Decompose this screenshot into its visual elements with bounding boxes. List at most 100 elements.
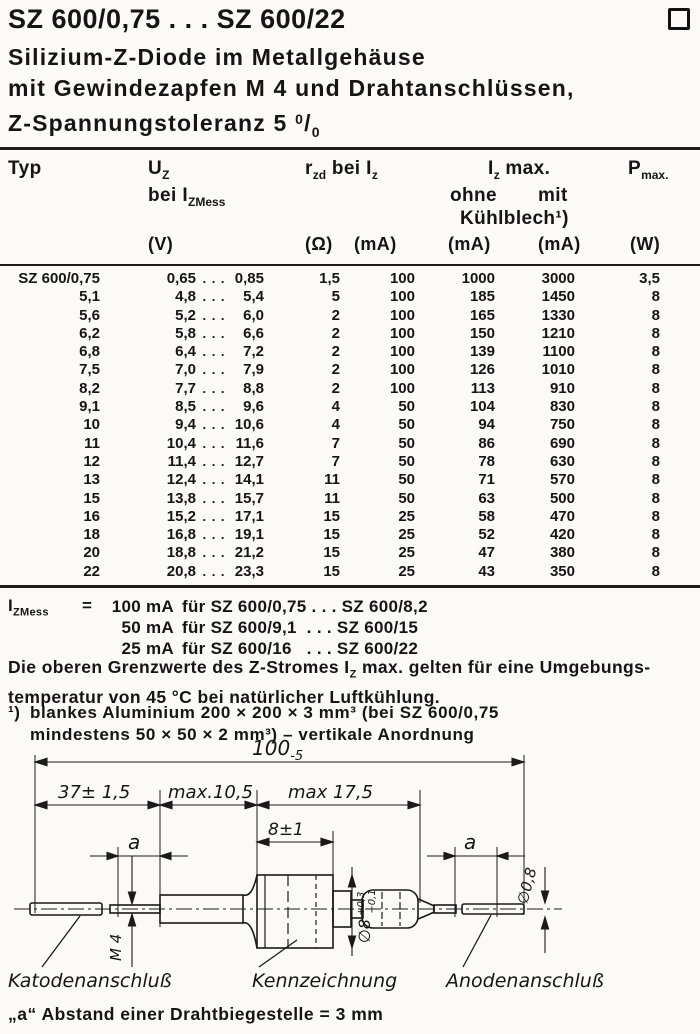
cell-uz_min: 9,4 [175, 416, 196, 434]
cell-uz_max: 5,4 [243, 288, 264, 306]
cell-typ: 7,5 [79, 361, 100, 379]
cell-pmax: 8 [651, 507, 660, 525]
cell-typ: 22 [83, 562, 100, 580]
cell-pmax: 8 [651, 562, 660, 580]
glass-bulb [361, 889, 419, 929]
dimension-lines [33, 757, 550, 967]
cell-typ: SZ 600/0,75 [18, 270, 100, 287]
cell-pmax: 8 [651, 288, 660, 306]
cell-rzd: 2 [331, 324, 340, 342]
cell-dots: . . . [202, 307, 226, 323]
cell-iz: 50 [398, 489, 415, 507]
table-row: SZ 600/0,75 0,65 . . . 0,85 1,5 100 1000 3000 3,… [8, 270, 660, 288]
cell-ohne: 86 [478, 434, 495, 452]
anode-wire-1 [433, 904, 457, 914]
cathode-label: Katodenanschluß [8, 970, 172, 992]
anode-label: Anodenanschluß [444, 970, 604, 992]
divider-under-title [0, 147, 700, 150]
cell-typ: 12 [83, 452, 100, 470]
cell-dots: . . . [202, 417, 226, 433]
cell-uz_min: 20,8 [166, 562, 196, 580]
cell-pmax: 8 [651, 379, 660, 397]
cell-iz: 50 [398, 434, 415, 452]
cell-rzd: 15 [323, 562, 340, 580]
cell-mit: 1330 [541, 306, 575, 324]
cell-pmax: 8 [651, 471, 660, 489]
dim-overall-label: 100-5 [252, 736, 303, 764]
cell-pmax: 8 [651, 526, 660, 544]
cell-uz_max: 14,1 [234, 471, 264, 489]
cell-pmax: 8 [651, 434, 660, 452]
cell-uz_min: 6,4 [175, 343, 196, 361]
cell-dots: . . . [202, 527, 226, 543]
cell-mit: 570 [549, 471, 575, 489]
cell-rzd: 15 [323, 507, 340, 525]
cell-dots: . . . [202, 453, 226, 469]
cell-ohne: 58 [478, 507, 495, 525]
cell-ohne: 63 [478, 489, 495, 507]
cell-mit: 1210 [541, 324, 575, 342]
cell-uz_min: 5,2 [175, 306, 196, 324]
cell-uz_max: 8,8 [243, 379, 264, 397]
cell-mit: 690 [549, 434, 575, 452]
ambient-line-2: temperatur von 45 °C bei natürlicher Luf… [8, 686, 441, 707]
cell-ohne: 52 [478, 526, 495, 544]
header-uz: UZ [148, 158, 170, 182]
cell-uz_min: 7,0 [175, 361, 196, 379]
neck-top [242, 874, 258, 897]
izmess-equals: = [82, 596, 93, 615]
cell-pmax: 8 [651, 452, 660, 470]
cell-uz_max: 10,6 [234, 416, 264, 434]
cell-uz_min: 0,65 [166, 270, 196, 287]
dim-175-label: max 17,5 [288, 782, 373, 803]
cell-iz: 50 [398, 416, 415, 434]
cell-uz_min: 7,7 [175, 379, 196, 397]
cell-iz: 50 [398, 398, 415, 416]
cell-uz_max: 0,85 [234, 270, 264, 287]
cell-dots: . . . [202, 472, 226, 488]
cell-rzd: 2 [331, 343, 340, 361]
cell-ohne: 150 [469, 324, 495, 342]
cell-ohne: 71 [478, 471, 495, 489]
cell-rzd: 1,5 [319, 270, 340, 287]
table-row: 12 11,4 . . . 12,7 7 50 78 630 8 [8, 453, 660, 471]
cell-uz_min: 4,8 [175, 288, 196, 306]
ambient-note: Die oberen Grenzwerte des Z-Stromes IZ m… [8, 656, 651, 708]
cell-dots: . . . [202, 563, 226, 579]
cell-uz_min: 12,4 [166, 471, 196, 489]
cell-rzd: 7 [331, 452, 340, 470]
cell-uz_min: 5,8 [175, 324, 196, 342]
table-row: 8,2 7,7 . . . 8,8 2 100 113 910 8 [8, 380, 660, 398]
cell-mit: 380 [549, 544, 575, 562]
cell-pmax: 8 [651, 306, 660, 324]
table-row: 7,5 7,0 . . . 7,9 2 100 126 1010 8 [8, 361, 660, 379]
cell-uz_min: 11,4 [167, 452, 196, 470]
cell-pmax: 8 [651, 489, 660, 507]
unit-w: (W) [630, 234, 661, 254]
header-uz-condition: bei IZMess [148, 185, 226, 209]
dim-8-label: 8±1 [268, 820, 304, 840]
subtitle-line-1: Silizium-Z-Diode im Metallgehäuse [8, 44, 426, 70]
table-row: 16 15,2 . . . 17,1 15 25 58 470 8 [8, 508, 660, 526]
cell-mit: 830 [549, 398, 575, 416]
cell-uz_max: 11,6 [235, 434, 264, 452]
cell-rzd: 11 [324, 471, 340, 489]
cell-iz: 100 [389, 288, 415, 306]
percent-glyph: 0/0 [295, 110, 321, 140]
cell-dots: . . . [202, 380, 226, 396]
cell-uz_max: 9,6 [243, 398, 264, 416]
divider-under-header [0, 264, 700, 266]
cell-dots: . . . [202, 271, 226, 286]
cell-uz_max: 12,7 [234, 452, 264, 470]
corner-square-icon [668, 8, 690, 30]
table-row: 18 16,8 . . . 19,1 15 25 52 420 8 [8, 526, 660, 544]
cell-rzd: 2 [331, 306, 340, 324]
cell-typ: 20 [83, 544, 100, 562]
diode-outline [29, 874, 525, 949]
unit-ma-mit: (mA) [538, 234, 581, 254]
divider-under-table [0, 585, 700, 588]
cell-mit: 1010 [541, 361, 575, 379]
cell-mit: 1100 [542, 343, 575, 361]
thread-label: M 4 [107, 934, 125, 961]
spec-table: SZ 600/0,75 0,65 . . . 0,85 1,5 100 1000 3000 3,… [8, 270, 660, 581]
